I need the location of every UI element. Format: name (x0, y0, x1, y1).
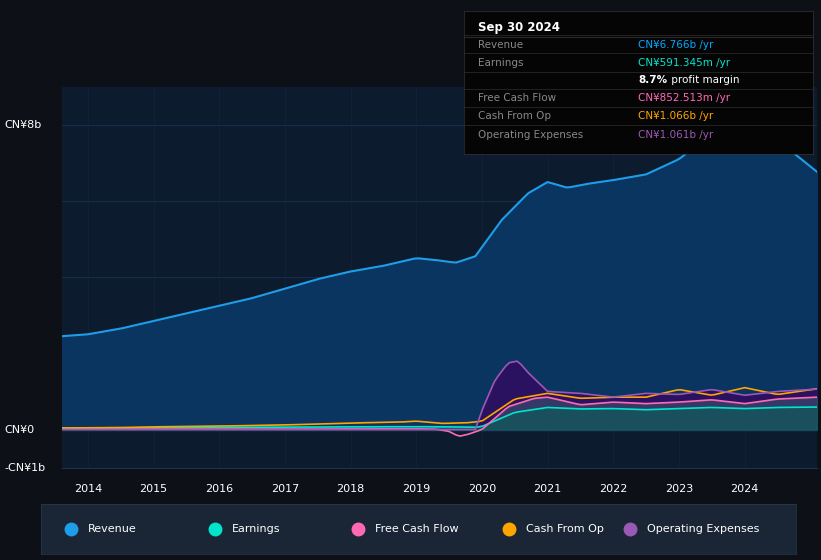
Text: Operating Expenses: Operating Expenses (647, 524, 759, 534)
Text: 2020: 2020 (468, 484, 496, 494)
Text: 2021: 2021 (534, 484, 562, 494)
Text: 2015: 2015 (140, 484, 167, 494)
Text: 8.7%: 8.7% (639, 76, 667, 86)
Text: Revenue: Revenue (478, 40, 523, 50)
Text: Earnings: Earnings (478, 58, 523, 68)
Text: CN¥1.066b /yr: CN¥1.066b /yr (639, 111, 713, 121)
Text: 2014: 2014 (74, 484, 102, 494)
Text: -CN¥1b: -CN¥1b (4, 463, 45, 473)
Text: CN¥1.061b /yr: CN¥1.061b /yr (639, 130, 713, 141)
Text: 2023: 2023 (665, 484, 693, 494)
Text: CN¥0: CN¥0 (4, 424, 34, 435)
Text: Sep 30 2024: Sep 30 2024 (478, 21, 560, 34)
Text: CN¥6.766b /yr: CN¥6.766b /yr (639, 40, 713, 50)
Text: Cash From Op: Cash From Op (526, 524, 603, 534)
Text: 2022: 2022 (599, 484, 627, 494)
Text: 2017: 2017 (271, 484, 299, 494)
Text: CN¥8b: CN¥8b (4, 120, 41, 130)
Text: profit margin: profit margin (668, 76, 740, 86)
Text: Free Cash Flow: Free Cash Flow (478, 94, 556, 103)
Text: 2024: 2024 (731, 484, 759, 494)
Text: Free Cash Flow: Free Cash Flow (375, 524, 458, 534)
Text: CN¥591.345m /yr: CN¥591.345m /yr (639, 58, 731, 68)
Text: 2016: 2016 (205, 484, 233, 494)
Text: CN¥852.513m /yr: CN¥852.513m /yr (639, 94, 731, 103)
Text: Revenue: Revenue (88, 524, 136, 534)
Text: Earnings: Earnings (232, 524, 280, 534)
Text: Operating Expenses: Operating Expenses (478, 130, 583, 141)
Text: 2019: 2019 (402, 484, 430, 494)
Text: Cash From Op: Cash From Op (478, 111, 551, 121)
Text: 2018: 2018 (337, 484, 365, 494)
